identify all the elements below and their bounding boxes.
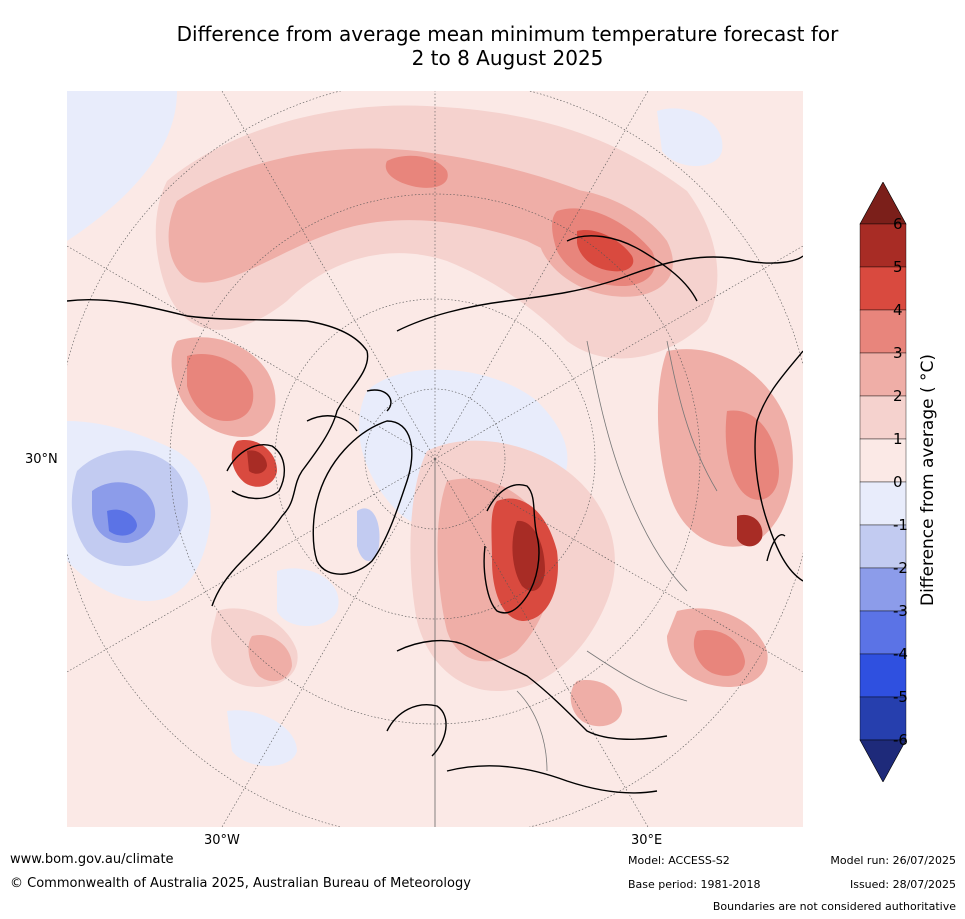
- footer-disclaimer: Boundaries are not considered authoritat…: [712, 900, 956, 913]
- graticule-lon-5: [434, 245, 803, 460]
- anomaly-zone-warm-arctic-3: [385, 155, 448, 188]
- graticule-lon-8: [221, 91, 436, 460]
- graticule-lon-6: [67, 458, 436, 673]
- legend-tick-label: 6: [893, 215, 903, 233]
- coastline-siberia: [396, 255, 803, 332]
- legend-swatch-2: [859, 266, 907, 311]
- graticule-lon-9: [434, 91, 649, 460]
- title-line-1: Difference from average mean minimum tem…: [176, 22, 839, 46]
- coastline-iberia: [386, 704, 447, 757]
- graticule-lon-3: [434, 458, 649, 827]
- coastline-scandinavia: [483, 484, 540, 614]
- legend-swatch-5: [859, 395, 907, 440]
- anomaly-zone-warm-hudson-core: [247, 450, 267, 474]
- lon-label-30e: 30°E: [631, 833, 663, 848]
- legend-tick-label: 0: [893, 473, 903, 491]
- anomaly-zone-warm-asia-hot: [737, 514, 763, 547]
- legend-tick-label: 2: [893, 387, 903, 405]
- chart-title: Difference from average mean minimum tem…: [60, 22, 955, 70]
- footer-base-period: Base period: 1981-2018: [628, 878, 761, 891]
- anomaly-zone-warm-east-siberia-hot: [577, 230, 634, 272]
- coastline-hudson: [226, 444, 285, 500]
- coastline-greenland: [312, 420, 413, 575]
- anomaly-zone-cool-atlantic: [277, 568, 339, 626]
- legend-swatch-4: [859, 352, 907, 397]
- legend-tick-label: 1: [893, 430, 903, 448]
- footer-issued: Issued: 28/07/2025: [849, 878, 956, 891]
- coastline-arctic-islands: [306, 389, 392, 432]
- border-4: [586, 650, 688, 702]
- coastlines: [67, 235, 803, 794]
- legend-colorbar: [859, 182, 907, 782]
- graticule-lon-7: [434, 458, 803, 673]
- anomaly-zone-warm-asia-core: [725, 410, 779, 500]
- coastline-japan: [766, 534, 786, 562]
- legend-title: Difference from average ( °C): [918, 353, 938, 607]
- legend-tick-label: -4: [893, 645, 908, 663]
- anomaly-zone-warm-arctic-2: [168, 148, 654, 283]
- anomaly-zone-warm-alaska-core: [187, 354, 254, 421]
- anomaly-zone-cool-northwest: [67, 91, 177, 241]
- legend-swatch-below-minus-6: [859, 739, 907, 782]
- graticule-lon-4: [67, 245, 436, 460]
- legend-swatch-11: [859, 653, 907, 698]
- coastline-kamchatka: [566, 235, 698, 302]
- coastline-north-america: [67, 298, 369, 607]
- legend-tick-label: -5: [893, 688, 908, 706]
- legend-swatch-1: [859, 223, 907, 268]
- legend-tick-label: -2: [893, 559, 908, 577]
- footer-website: www.bom.gov.au/climate: [10, 852, 174, 867]
- legend-swatch-8: [859, 524, 907, 569]
- coastline-asia-east: [754, 350, 803, 582]
- graticule-lon-2: [221, 458, 436, 827]
- footer-copyright: © Commonwealth of Australia 2025, Austra…: [10, 876, 471, 891]
- graticule-lat-60: [274, 298, 596, 620]
- footer-model: Model: ACCESS-S2: [628, 854, 730, 867]
- legend-tick-label: 3: [893, 344, 903, 362]
- footer-model-run: Model run: 26/07/2025: [830, 854, 956, 867]
- anomaly-zone-warm-central-asia-core: [693, 630, 745, 676]
- anomaly-zone-cool-south: [227, 710, 297, 766]
- legend-swatch-7: [859, 481, 907, 526]
- anomaly-zone-cool-greenland: [357, 508, 380, 561]
- border-3: [516, 690, 548, 772]
- legend-tick-label: 5: [893, 258, 903, 276]
- polar-map: [67, 91, 803, 827]
- legend-swatch-10: [859, 610, 907, 655]
- legend-tick-label: -3: [893, 602, 908, 620]
- anomaly-zone-cool-pacific-east: [657, 108, 723, 166]
- title-line-2: 2 to 8 August 2025: [411, 46, 604, 70]
- legend-tick-label: -1: [893, 516, 908, 534]
- legend-swatch-6: [859, 438, 907, 483]
- anomaly-zone-cool-na-4: [107, 509, 137, 536]
- coastline-mediterranean: [446, 765, 658, 794]
- legend-tick-label: -6: [893, 731, 908, 749]
- anomaly-zone-warm-mediterranean: [570, 680, 622, 727]
- border-1: [586, 340, 688, 592]
- border-2: [666, 340, 718, 492]
- legend-tick-label: 4: [893, 301, 903, 319]
- anomaly-zone-warm-atlantic-core: [248, 635, 292, 682]
- legend-swatch-9: [859, 567, 907, 612]
- borders: [516, 340, 718, 772]
- coastline-europe: [396, 639, 668, 740]
- lon-label-30w: 30°W: [204, 833, 240, 848]
- lat-label-30n: 30°N: [25, 452, 58, 467]
